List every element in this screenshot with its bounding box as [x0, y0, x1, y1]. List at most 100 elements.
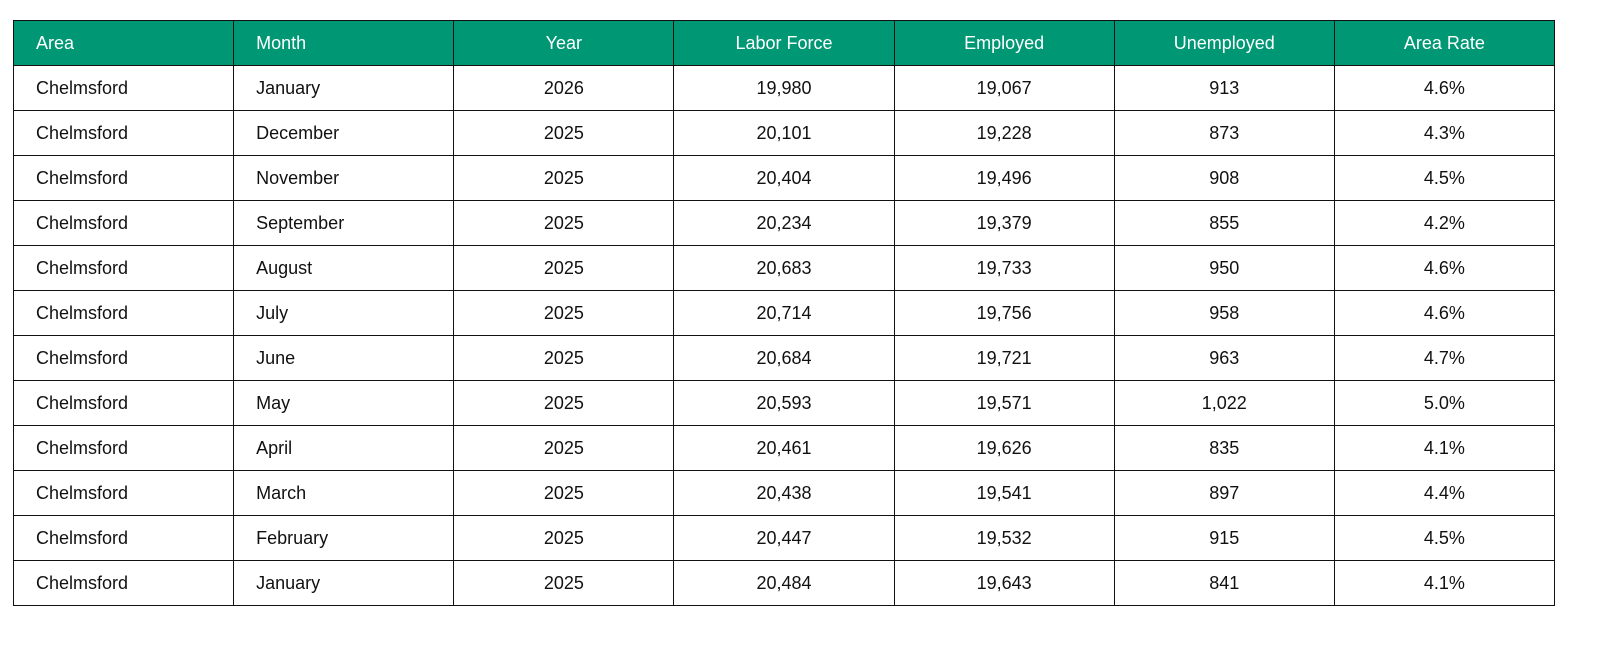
data-table: Area Month Year Labor Force Employed Unemploy…: [12, 20, 1556, 606]
table-cell: 19,228: [893, 110, 1115, 156]
table-cell: March: [233, 470, 455, 516]
table-cell: Chelmsford: [12, 515, 235, 561]
table-cell: Chelmsford: [12, 470, 235, 516]
table-cell: Chelmsford: [12, 290, 235, 336]
table-cell: April: [233, 425, 455, 471]
table-cell: December: [233, 110, 455, 156]
table-cell: 19,571: [893, 380, 1115, 426]
table-cell: 4.3%: [1333, 110, 1556, 156]
table-row: Chelmsford June 2025 20,684 19,721 963 4.7%: [12, 335, 1556, 381]
table-row: Chelmsford April 2025 20,461 19,626 835 4.1%: [12, 425, 1556, 471]
table-cell: Chelmsford: [12, 425, 235, 471]
table-cell: Chelmsford: [12, 335, 235, 381]
table-cell: 835: [1113, 425, 1335, 471]
table-cell: Chelmsford: [12, 245, 235, 291]
table-row: Chelmsford December 2025 20,101 19,228 873 4.3…: [12, 110, 1556, 156]
table-row: Chelmsford March 2025 20,438 19,541 897 4.4%: [12, 470, 1556, 516]
table-header: Area Month Year Labor Force Employed Unemploy…: [12, 20, 1556, 66]
table-cell: September: [233, 200, 455, 246]
header-cell: Unemployed: [1113, 20, 1335, 66]
table-cell: 19,067: [893, 65, 1115, 111]
table-cell: 20,684: [673, 335, 895, 381]
table-row: Chelmsford January 2025 20,484 19,643 841 4.1%: [12, 560, 1556, 606]
table-cell: 2026: [453, 65, 675, 111]
table-cell: 4.2%: [1333, 200, 1556, 246]
table-row: Chelmsford February 2025 20,447 19,532 915 4.5…: [12, 515, 1556, 561]
table-row: Chelmsford September 2025 20,234 19,379 855 4.…: [12, 200, 1556, 246]
table-cell: 19,756: [893, 290, 1115, 336]
table-cell: 950: [1113, 245, 1335, 291]
table-cell: 4.5%: [1333, 155, 1556, 201]
table-cell: 20,593: [673, 380, 895, 426]
table-cell: 20,447: [673, 515, 895, 561]
table-cell: 20,404: [673, 155, 895, 201]
table-cell: 2025: [453, 245, 675, 291]
table-cell: 2025: [453, 290, 675, 336]
table-cell: 908: [1113, 155, 1335, 201]
table-cell: January: [233, 560, 455, 606]
table-cell: 20,714: [673, 290, 895, 336]
table-cell: 19,532: [893, 515, 1115, 561]
table-cell: 2025: [453, 200, 675, 246]
table-cell: 963: [1113, 335, 1335, 381]
table-cell: 4.4%: [1333, 470, 1556, 516]
table-cell: 4.1%: [1333, 425, 1556, 471]
table-cell: 4.1%: [1333, 560, 1556, 606]
table-cell: 19,721: [893, 335, 1115, 381]
table-cell: 4.7%: [1333, 335, 1556, 381]
table-row: Chelmsford August 2025 20,683 19,733 950 4.6%: [12, 245, 1556, 291]
table-cell: Chelmsford: [12, 65, 235, 111]
table-cell: 20,461: [673, 425, 895, 471]
table-cell: 20,683: [673, 245, 895, 291]
table-cell: Chelmsford: [12, 380, 235, 426]
table-cell: July: [233, 290, 455, 336]
table-cell: 2025: [453, 470, 675, 516]
table-cell: 913: [1113, 65, 1335, 111]
table-body: Chelmsford January 2026 19,980 19,067 913 4.6%…: [12, 65, 1556, 606]
table-row: Chelmsford July 2025 20,714 19,756 958 4.6%: [12, 290, 1556, 336]
table-cell: 897: [1113, 470, 1335, 516]
table-cell: 19,643: [893, 560, 1115, 606]
table-cell: 2025: [453, 335, 675, 381]
table-cell: 19,496: [893, 155, 1115, 201]
header-cell: Year: [453, 20, 675, 66]
header-cell: Area: [12, 20, 235, 66]
header-cell: Area Rate: [1333, 20, 1556, 66]
table-row: Chelmsford November 2025 20,404 19,496 908 4.5…: [12, 155, 1556, 201]
table-cell: 20,484: [673, 560, 895, 606]
table-cell: 19,733: [893, 245, 1115, 291]
table-cell: 4.6%: [1333, 290, 1556, 336]
header-cell: Employed: [893, 20, 1115, 66]
table-cell: 20,438: [673, 470, 895, 516]
table-cell: June: [233, 335, 455, 381]
table-cell: 2025: [453, 110, 675, 156]
table-cell: 19,379: [893, 200, 1115, 246]
table-cell: 841: [1113, 560, 1335, 606]
table-cell: Chelmsford: [12, 110, 235, 156]
table-cell: November: [233, 155, 455, 201]
table-cell: 2025: [453, 155, 675, 201]
header-row: Area Month Year Labor Force Employed Unemploy…: [12, 20, 1556, 66]
header-cell: Month: [233, 20, 455, 66]
table-container: Area Month Year Labor Force Employed Unemploy…: [12, 20, 1556, 606]
table-cell: 4.6%: [1333, 65, 1556, 111]
table-cell: 19,980: [673, 65, 895, 111]
table-cell: 5.0%: [1333, 380, 1556, 426]
table-cell: 1,022: [1113, 380, 1335, 426]
table-cell: 855: [1113, 200, 1335, 246]
table-cell: 19,541: [893, 470, 1115, 516]
table-row: Chelmsford January 2026 19,980 19,067 913 4.6%: [12, 65, 1556, 111]
table-cell: February: [233, 515, 455, 561]
table-cell: Chelmsford: [12, 200, 235, 246]
table-row: Chelmsford May 2025 20,593 19,571 1,022 5.0%: [12, 380, 1556, 426]
table-cell: May: [233, 380, 455, 426]
table-cell: 915: [1113, 515, 1335, 561]
table-cell: Chelmsford: [12, 560, 235, 606]
table-cell: 4.6%: [1333, 245, 1556, 291]
table-cell: Chelmsford: [12, 155, 235, 201]
table-cell: 2025: [453, 425, 675, 471]
table-cell: August: [233, 245, 455, 291]
table-cell: 958: [1113, 290, 1335, 336]
table-cell: 20,101: [673, 110, 895, 156]
